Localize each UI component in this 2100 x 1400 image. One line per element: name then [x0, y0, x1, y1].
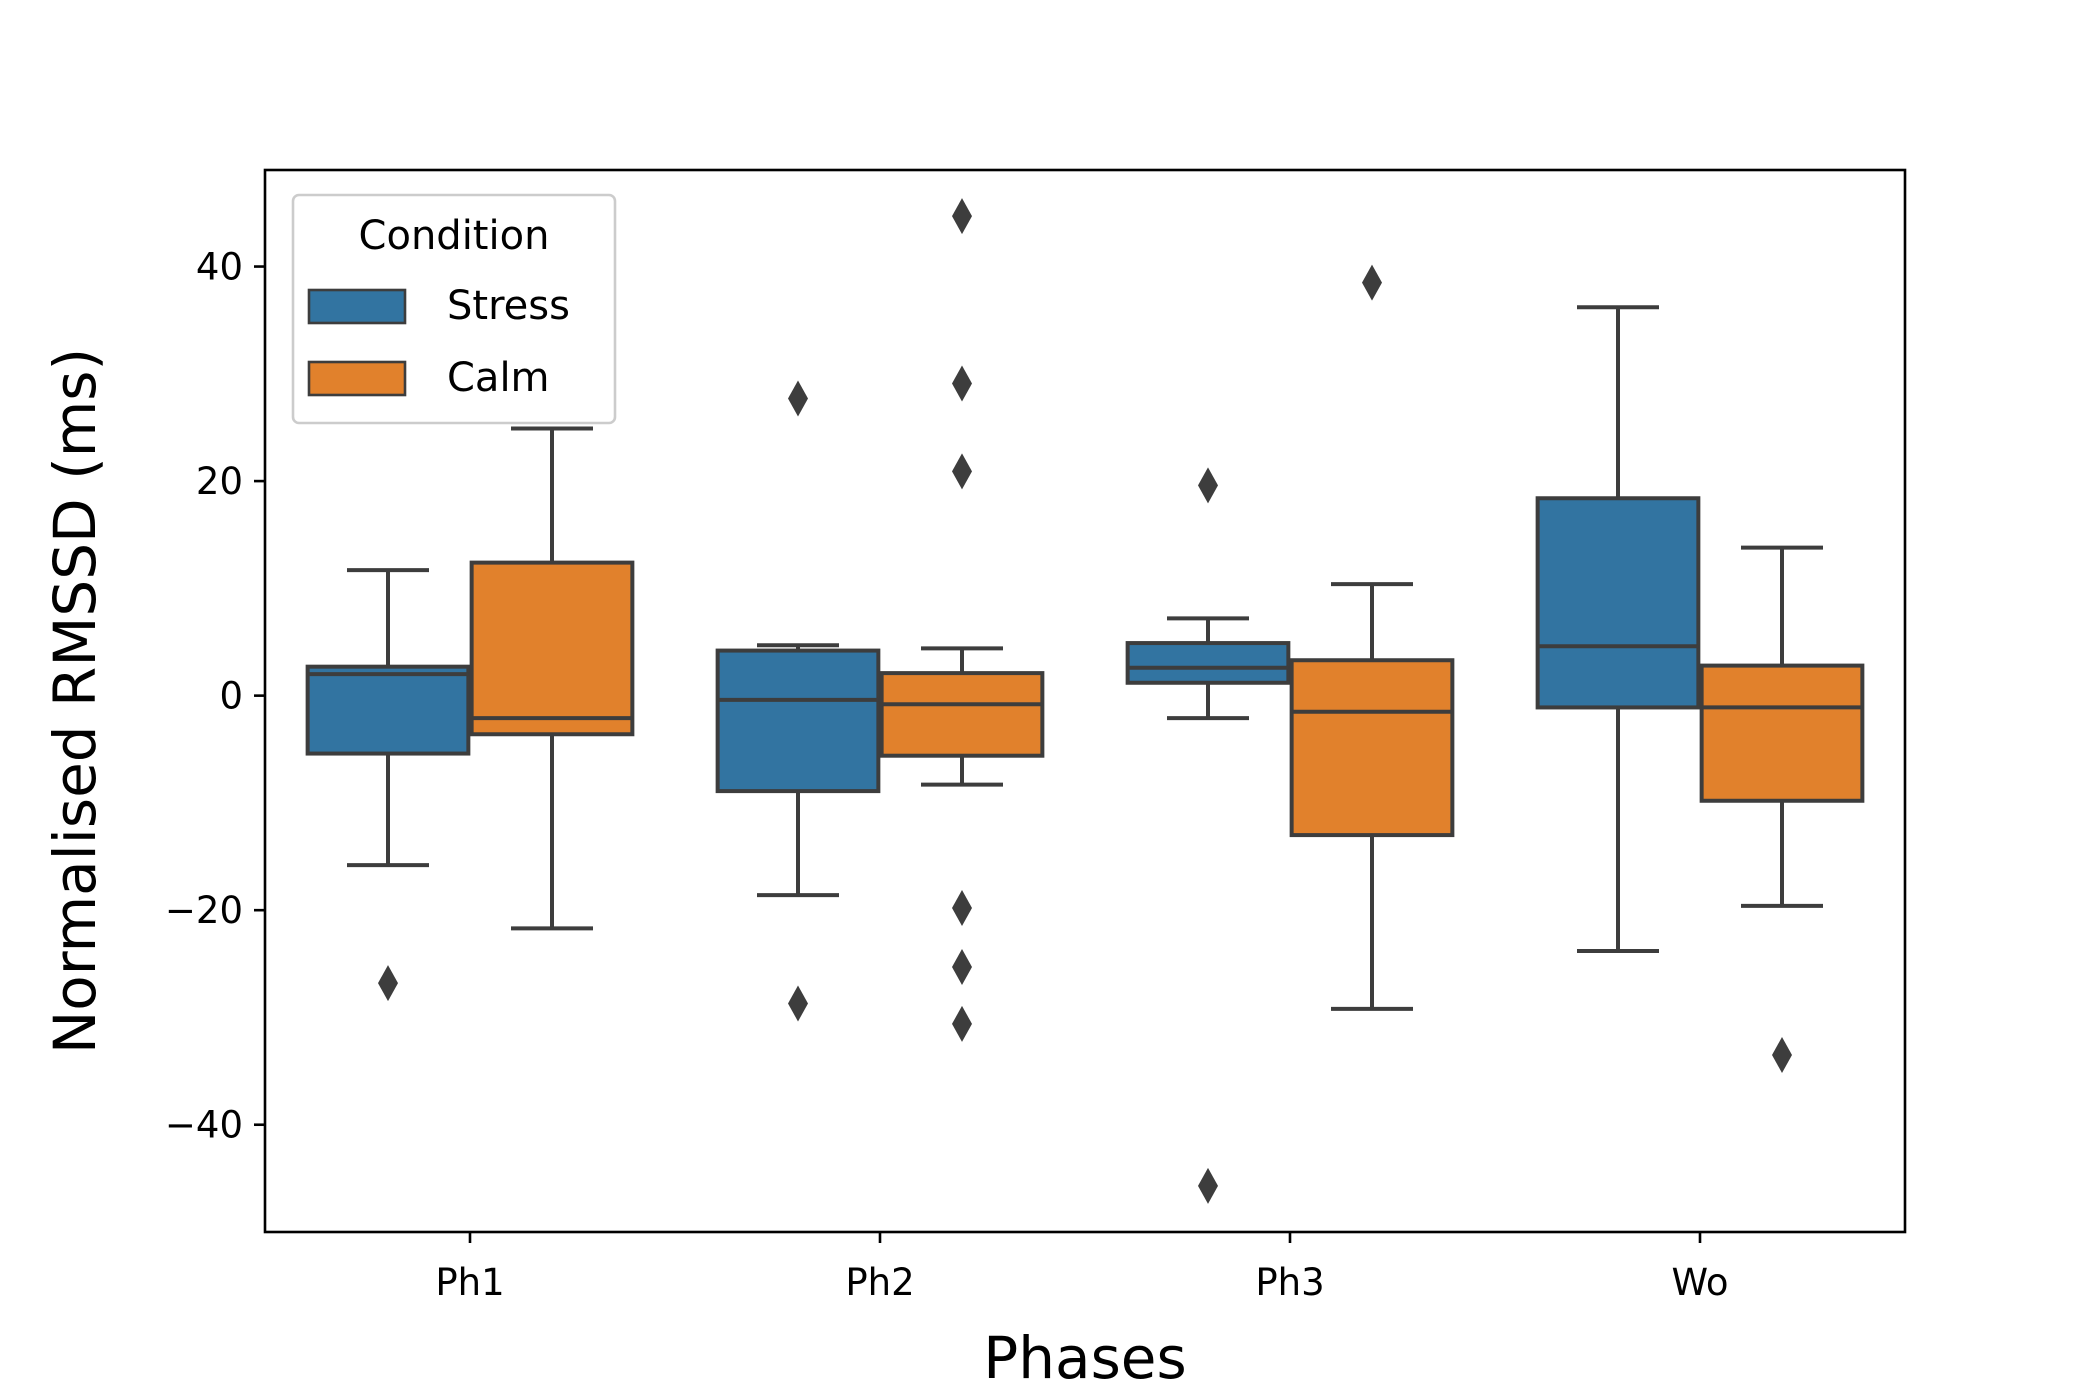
series-calm: [469, 198, 1865, 1073]
outlier-point: [1772, 1037, 1792, 1073]
y-tick-label: 20: [196, 460, 243, 503]
box-stress-wo: [1535, 305, 1701, 953]
box-iqr: [1125, 641, 1291, 685]
x-axis-title: Phases: [983, 1324, 1186, 1392]
legend-entry-calm: Calm: [307, 355, 550, 401]
outlier-point: [1362, 264, 1382, 301]
box-iqr: [1699, 663, 1865, 803]
legend-swatch: [307, 288, 407, 325]
legend: Condition Stress Calm: [291, 193, 617, 425]
box-stress-ph3: [1125, 467, 1291, 1204]
y-axis: −40 −20 0 20 40: [165, 246, 265, 1147]
y-tick-label: 0: [219, 675, 243, 718]
y-axis-title: Normalised RMSSD (ms): [41, 348, 109, 1054]
outlier-point: [1198, 1167, 1218, 1204]
outlier-point: [952, 453, 972, 490]
legend-title: Condition: [359, 213, 550, 259]
plot-content: [305, 198, 1865, 1204]
y-tick-label: −20: [165, 889, 243, 932]
outlier-point: [1198, 467, 1218, 504]
outlier-point: [952, 890, 972, 927]
x-tick-label: Wo: [1671, 1261, 1728, 1304]
outlier-point: [952, 365, 972, 402]
legend-entries: Stress Calm: [307, 283, 570, 401]
x-tick-label: Ph2: [845, 1261, 914, 1304]
box-calm-wo: [1699, 545, 1865, 1073]
box-iqr: [305, 664, 471, 756]
outlier-point: [788, 985, 808, 1022]
outlier-point: [952, 949, 972, 986]
box-calm-ph2: [879, 198, 1045, 1042]
legend-swatch: [307, 360, 407, 397]
outlier-point: [952, 1005, 972, 1042]
box-iqr: [879, 671, 1045, 758]
plot-frame: [263, 168, 1907, 1234]
box-calm-ph3: [1289, 264, 1455, 1011]
box-iqr: [469, 560, 635, 737]
box-stress-ph1: [305, 568, 471, 1002]
legend-entry-stress: Stress: [307, 283, 570, 329]
legend-label: Calm: [447, 355, 550, 401]
box-calm-ph1: [469, 426, 635, 931]
box-stress-ph2: [715, 380, 881, 1022]
y-tick-label: 40: [196, 246, 243, 289]
box-iqr: [1535, 496, 1701, 710]
x-tick-label: Ph3: [1255, 1261, 1324, 1304]
x-axis: Ph1 Ph2 Ph3 Wo: [435, 1232, 1729, 1304]
x-tick-label: Ph1: [435, 1261, 504, 1304]
outlier-point: [788, 380, 808, 417]
legend-label: Stress: [447, 283, 570, 329]
y-tick-label: −40: [165, 1104, 243, 1147]
box-iqr: [715, 648, 881, 794]
outlier-point: [952, 198, 972, 235]
box-iqr: [1289, 658, 1455, 838]
outlier-point: [378, 965, 398, 1002]
series-stress: [305, 305, 1701, 1204]
